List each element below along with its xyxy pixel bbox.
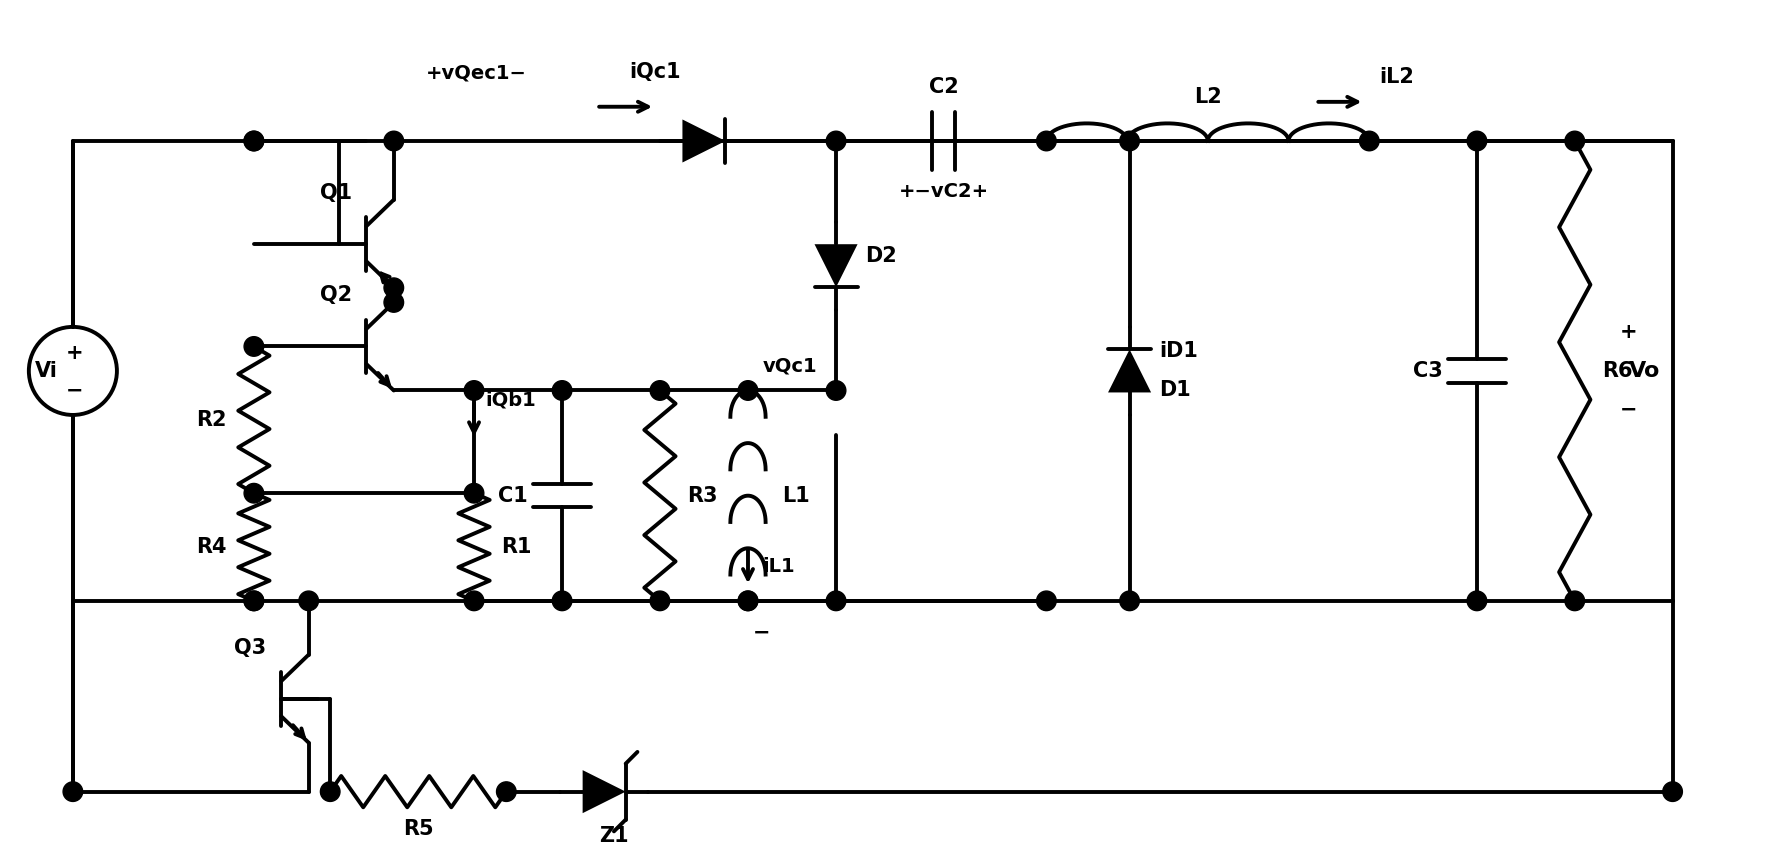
Text: L2: L2 (1194, 87, 1221, 107)
Circle shape (1566, 591, 1585, 611)
Text: Z1: Z1 (599, 826, 629, 846)
Text: R5: R5 (403, 819, 433, 839)
Circle shape (827, 381, 846, 400)
Circle shape (553, 591, 573, 611)
Circle shape (244, 591, 263, 611)
Circle shape (1467, 131, 1486, 151)
Circle shape (465, 591, 484, 611)
Circle shape (1120, 591, 1140, 611)
Circle shape (497, 782, 516, 801)
Circle shape (244, 337, 263, 357)
Text: vQc1: vQc1 (763, 357, 818, 376)
Circle shape (553, 381, 573, 400)
Text: iQc1: iQc1 (629, 63, 680, 82)
Circle shape (244, 483, 263, 503)
Circle shape (320, 782, 339, 801)
Text: R6: R6 (1603, 361, 1633, 381)
Text: C2: C2 (929, 77, 958, 97)
Text: D2: D2 (866, 246, 898, 266)
Circle shape (244, 591, 263, 611)
Text: −: − (1620, 400, 1638, 420)
Circle shape (1037, 131, 1057, 151)
Polygon shape (583, 770, 626, 813)
Circle shape (739, 591, 758, 611)
Circle shape (64, 782, 83, 801)
Text: R3: R3 (687, 486, 717, 506)
Text: Q1: Q1 (320, 183, 352, 202)
Circle shape (650, 381, 670, 400)
Circle shape (827, 591, 846, 611)
Text: iD1: iD1 (1159, 341, 1198, 362)
Circle shape (827, 131, 846, 151)
Text: −: − (65, 381, 83, 400)
Circle shape (1037, 591, 1057, 611)
Text: +vQec1−: +vQec1− (426, 63, 527, 82)
Polygon shape (1108, 350, 1150, 393)
Text: Q3: Q3 (235, 638, 267, 657)
Text: +: + (1620, 321, 1638, 342)
Circle shape (650, 591, 670, 611)
Text: −: − (753, 622, 770, 643)
Text: iQb1: iQb1 (486, 391, 537, 410)
Circle shape (465, 381, 484, 400)
Text: Vi: Vi (35, 361, 58, 381)
Text: Q2: Q2 (320, 285, 352, 305)
Circle shape (465, 483, 484, 503)
Circle shape (1467, 591, 1486, 611)
Polygon shape (682, 119, 726, 163)
Text: D1: D1 (1159, 381, 1191, 400)
Circle shape (1359, 131, 1378, 151)
Text: C1: C1 (498, 486, 528, 506)
Text: C3: C3 (1414, 361, 1442, 381)
Circle shape (383, 292, 403, 312)
Circle shape (244, 131, 263, 151)
Text: +: + (65, 344, 83, 363)
Text: R2: R2 (196, 410, 226, 430)
Circle shape (383, 131, 403, 151)
Polygon shape (815, 244, 857, 287)
Text: L1: L1 (783, 486, 809, 506)
Text: +−vC2+: +−vC2+ (899, 182, 990, 201)
Text: R1: R1 (502, 537, 532, 557)
Circle shape (299, 591, 318, 611)
Text: Vo: Vo (1629, 361, 1659, 381)
Text: R4: R4 (196, 537, 226, 557)
Circle shape (383, 278, 403, 297)
Circle shape (1120, 131, 1140, 151)
Text: iL2: iL2 (1378, 67, 1414, 87)
Circle shape (244, 131, 263, 151)
Circle shape (739, 591, 758, 611)
Text: iL1: iL1 (763, 557, 795, 576)
Circle shape (1663, 782, 1682, 801)
Circle shape (739, 381, 758, 400)
Circle shape (1566, 131, 1585, 151)
